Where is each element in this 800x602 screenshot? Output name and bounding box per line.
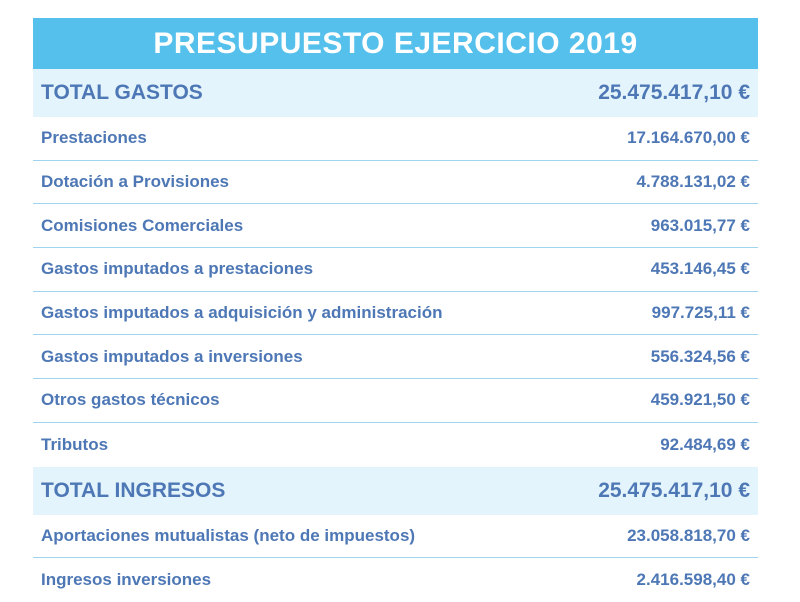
row-value: 17.164.670,00 €: [627, 128, 750, 148]
table-row: Ingresos inversiones 2.416.598,40 €: [33, 558, 758, 602]
row-value: 453.146,45 €: [650, 259, 750, 279]
row-value: 4.788.131,02 €: [636, 172, 750, 192]
row-value: 963.015,77 €: [650, 215, 750, 235]
row-label: Gastos imputados a adquisición y adminis…: [41, 303, 443, 323]
row-value: 23.058.818,70 €: [627, 525, 750, 545]
row-label: Tributos: [41, 434, 109, 454]
table-row: Gastos imputados a adquisición y adminis…: [33, 292, 758, 336]
row-label: Otros gastos técnicos: [41, 390, 220, 410]
budget-table: PRESUPUESTO EJERCICIO 2019 TOTAL GASTOS …: [33, 18, 758, 602]
row-value: 92.484,69 €: [660, 434, 750, 454]
row-label: Gastos imputados a prestaciones: [41, 259, 314, 279]
table-row: Prestaciones 17.164.670,00 €: [33, 117, 758, 161]
total-gastos-row: TOTAL GASTOS 25.475.417,10 €: [33, 69, 758, 117]
table-title: PRESUPUESTO EJERCICIO 2019: [33, 18, 758, 69]
row-label: Prestaciones: [41, 128, 147, 148]
table-row: Dotación a Provisiones 4.788.131,02 €: [33, 161, 758, 205]
table-row: Aportaciones mutualistas (neto de impues…: [33, 515, 758, 559]
total-gastos-label: TOTAL GASTOS: [41, 81, 203, 104]
row-value: 2.416.598,40 €: [636, 570, 750, 590]
row-label: Aportaciones mutualistas (neto de impues…: [41, 525, 416, 545]
row-label: Gastos imputados a inversiones: [41, 346, 303, 366]
total-gastos-value: 25.475.417,10 €: [598, 81, 750, 104]
row-label: Comisiones Comerciales: [41, 215, 244, 235]
row-value: 997.725,11 €: [651, 303, 750, 323]
row-label: Dotación a Provisiones: [41, 172, 229, 192]
total-ingresos-row: TOTAL INGRESOS 25.475.417,10 €: [33, 466, 758, 515]
row-value: 556.324,56 €: [650, 346, 750, 366]
row-label: Ingresos inversiones: [41, 570, 212, 590]
table-row: Tributos 92.484,69 €: [33, 423, 758, 467]
table-row: Otros gastos técnicos 459.921,50 €: [33, 379, 758, 423]
table-row: Comisiones Comerciales 963.015,77 €: [33, 204, 758, 249]
row-value: 459.921,50 €: [650, 390, 750, 410]
total-ingresos-label: TOTAL INGRESOS: [41, 478, 226, 502]
total-ingresos-value: 25.475.417,10 €: [598, 478, 750, 502]
table-row: Gastos imputados a inversiones 556.324,5…: [33, 335, 758, 380]
table-row: Gastos imputados a prestaciones 453.146,…: [33, 248, 758, 292]
